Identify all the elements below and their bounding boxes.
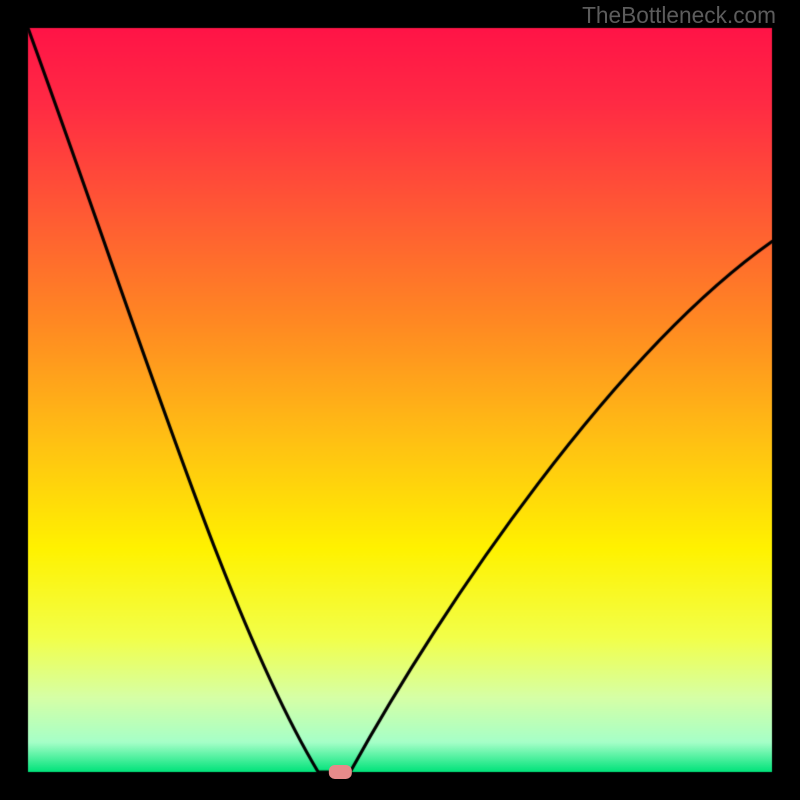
min-point-marker — [329, 765, 351, 779]
bottleneck-curve — [0, 0, 800, 800]
watermark-text: TheBottleneck.com — [582, 2, 776, 29]
